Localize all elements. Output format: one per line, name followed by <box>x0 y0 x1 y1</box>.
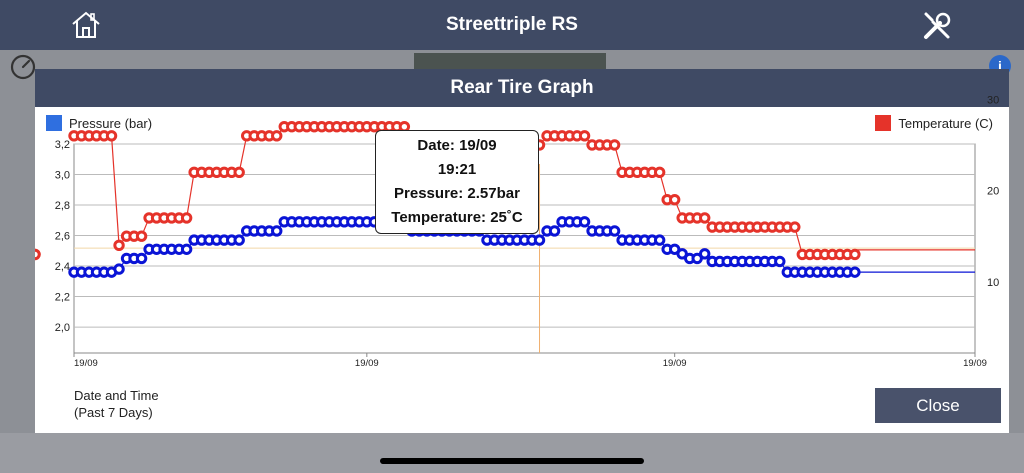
dashboard-bottom-area <box>0 433 1024 473</box>
pressure-point <box>113 263 125 275</box>
temperature-point <box>789 221 801 233</box>
left-tick-label: 2,2 <box>55 292 70 304</box>
temperature-point <box>35 248 41 261</box>
left-tick-label: 2,6 <box>55 231 70 243</box>
pressure-point <box>774 255 786 268</box>
x-tick-date: 19/09 <box>74 358 98 369</box>
home-icon[interactable] <box>70 9 102 41</box>
pressure-point <box>548 225 561 237</box>
pressure-point <box>135 252 148 265</box>
temperature-point <box>668 193 681 206</box>
home-indicator[interactable] <box>380 458 644 464</box>
x-axis-title-line2: (Past 7 Days) <box>74 405 153 420</box>
x-axis-title: Date and Time (Past 7 Days) <box>74 387 234 421</box>
temperature-point <box>699 212 711 224</box>
temperature-point <box>271 130 283 142</box>
temperature-point <box>180 212 193 224</box>
pressure-point <box>533 234 546 246</box>
dialog-title: Rear Tire Graph <box>35 69 1009 107</box>
x-tick-date: 19/09 <box>963 358 987 369</box>
x-tick-date: 19/09 <box>663 358 687 369</box>
pressure-point <box>699 248 711 260</box>
pressure-swatch <box>46 115 62 131</box>
left-tick-label: 2,8 <box>55 200 70 212</box>
close-button[interactable]: Close <box>875 388 1001 423</box>
pressure-point <box>608 225 621 237</box>
tire-chart[interactable]: 2,02,22,42,62,83,03,210203019/0918:2019/… <box>35 69 1009 369</box>
legend-temperature-label: Temperature (C) <box>898 115 993 131</box>
pressure-point <box>653 234 666 246</box>
right-tick-label: 10 <box>987 277 999 289</box>
temperature-point <box>578 130 591 142</box>
bike-photo <box>414 53 606 69</box>
right-tick-label: 30 <box>987 94 999 106</box>
app-title: Streettriple RS <box>446 14 578 35</box>
rear-tire-graph-dialog: Rear Tire Graph Pressure (bar) Temperatu… <box>35 69 1009 433</box>
tools-icon[interactable] <box>920 9 954 43</box>
left-tick-label: 2,0 <box>55 322 70 334</box>
x-axis-title-line1: Date and Time <box>74 388 159 403</box>
pressure-point <box>849 266 861 278</box>
temperature-point <box>113 239 125 252</box>
temperature-point <box>233 166 245 178</box>
speedometer-icon[interactable] <box>9 53 37 81</box>
left-tick-label: 3,0 <box>55 170 70 182</box>
tooltip-temperature: Temperature: 25˚C <box>391 209 523 226</box>
legend-temperature: Temperature (C) <box>875 115 993 131</box>
temperature-point <box>653 166 666 178</box>
legend-pressure-label: Pressure (bar) <box>69 115 153 131</box>
temperature-point <box>608 139 621 151</box>
temperature-swatch <box>875 115 892 131</box>
x-tick-date: 19/09 <box>355 358 379 369</box>
right-tick-label: 20 <box>987 186 999 198</box>
pressure-point <box>271 225 283 237</box>
left-tick-label: 2,4 <box>55 261 70 273</box>
pressure-point <box>233 234 245 246</box>
left-tick-label: 3,2 <box>55 139 70 151</box>
pressure-point <box>180 243 193 255</box>
temperature-point <box>135 230 148 242</box>
tooltip-date: Date: 19/09 <box>417 137 497 154</box>
temperature-point <box>849 248 861 261</box>
top-navigation-bar: Streettriple RS <box>0 0 1024 50</box>
pressure-point <box>578 216 591 228</box>
legend-pressure: Pressure (bar) <box>46 115 152 131</box>
temperature-point <box>105 130 118 142</box>
chart-tooltip: Date: 19/09 19:21 Pressure: 2.57bar Temp… <box>375 130 539 234</box>
tooltip-pressure: Pressure: 2.57bar <box>394 185 520 202</box>
tooltip-time: 19:21 <box>437 161 477 178</box>
